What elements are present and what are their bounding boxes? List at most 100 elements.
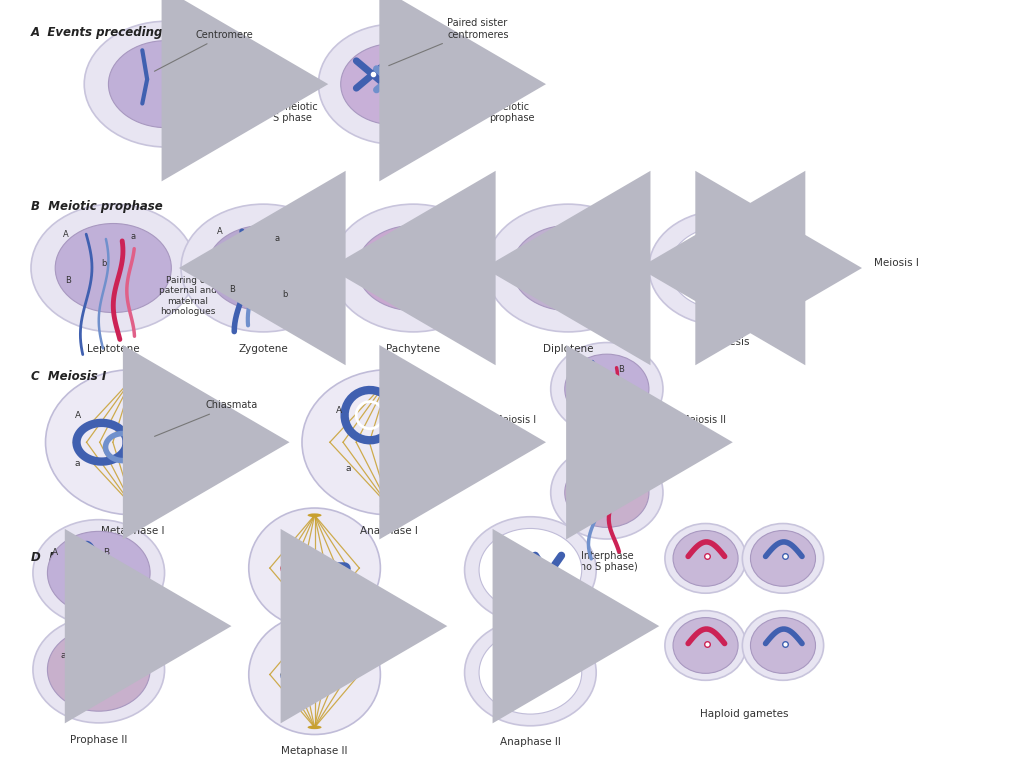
Ellipse shape bbox=[243, 611, 386, 738]
Ellipse shape bbox=[453, 612, 608, 734]
Ellipse shape bbox=[33, 520, 165, 626]
Text: a: a bbox=[345, 464, 351, 473]
Ellipse shape bbox=[659, 520, 752, 597]
Ellipse shape bbox=[291, 362, 487, 522]
Ellipse shape bbox=[459, 615, 602, 730]
Ellipse shape bbox=[319, 196, 507, 340]
Ellipse shape bbox=[123, 376, 142, 381]
Ellipse shape bbox=[539, 438, 675, 547]
Ellipse shape bbox=[341, 43, 447, 125]
Ellipse shape bbox=[45, 370, 220, 515]
Ellipse shape bbox=[733, 518, 833, 599]
Text: Premeiotic
S phase: Premeiotic S phase bbox=[266, 102, 318, 123]
Ellipse shape bbox=[739, 609, 826, 682]
Text: Centromere: Centromere bbox=[155, 30, 253, 71]
Ellipse shape bbox=[545, 339, 669, 440]
Ellipse shape bbox=[55, 224, 171, 312]
Ellipse shape bbox=[175, 200, 351, 336]
Text: Pachytene: Pachytene bbox=[386, 343, 440, 353]
Text: Pairing of
paternal and
maternal
homologues: Pairing of paternal and maternal homolog… bbox=[159, 276, 217, 316]
Ellipse shape bbox=[169, 196, 357, 340]
Ellipse shape bbox=[665, 611, 746, 681]
Ellipse shape bbox=[307, 17, 481, 152]
Ellipse shape bbox=[548, 444, 666, 541]
Text: D  Meiosis II: D Meiosis II bbox=[31, 550, 112, 564]
Ellipse shape bbox=[739, 522, 826, 595]
Ellipse shape bbox=[307, 513, 322, 517]
Text: B: B bbox=[103, 549, 110, 557]
Ellipse shape bbox=[640, 205, 806, 331]
Ellipse shape bbox=[637, 203, 809, 334]
Ellipse shape bbox=[243, 504, 386, 632]
Ellipse shape bbox=[323, 199, 504, 338]
Ellipse shape bbox=[109, 41, 224, 127]
Ellipse shape bbox=[465, 619, 596, 726]
Ellipse shape bbox=[477, 199, 659, 338]
Ellipse shape bbox=[178, 202, 348, 334]
Ellipse shape bbox=[23, 199, 204, 338]
Text: a: a bbox=[274, 234, 280, 243]
Ellipse shape bbox=[172, 199, 354, 338]
Ellipse shape bbox=[30, 518, 168, 628]
Text: A: A bbox=[336, 406, 342, 415]
Text: b: b bbox=[423, 449, 429, 459]
Ellipse shape bbox=[302, 370, 476, 515]
Ellipse shape bbox=[296, 366, 482, 518]
Text: Diakinesis: Diakinesis bbox=[696, 337, 750, 347]
Text: Diplotene: Diplotene bbox=[543, 343, 593, 353]
Ellipse shape bbox=[656, 605, 755, 686]
Ellipse shape bbox=[751, 618, 815, 673]
Text: A: A bbox=[52, 549, 58, 557]
Ellipse shape bbox=[240, 609, 389, 741]
Text: Leptotene: Leptotene bbox=[87, 343, 139, 353]
Ellipse shape bbox=[736, 606, 829, 684]
Text: C  Meiosis I: C Meiosis I bbox=[31, 370, 106, 383]
Text: B: B bbox=[142, 411, 148, 420]
Ellipse shape bbox=[565, 354, 649, 424]
Text: b: b bbox=[106, 653, 113, 662]
Text: Prophase II: Prophase II bbox=[70, 735, 127, 744]
Text: B  Meiotic prophase: B Meiotic prophase bbox=[31, 200, 163, 213]
Text: a: a bbox=[75, 459, 80, 468]
Text: a: a bbox=[60, 651, 66, 660]
Ellipse shape bbox=[47, 531, 151, 615]
Ellipse shape bbox=[27, 612, 170, 727]
Ellipse shape bbox=[26, 200, 202, 336]
Text: Anaphase I: Anaphase I bbox=[360, 526, 418, 537]
Ellipse shape bbox=[512, 225, 625, 311]
Ellipse shape bbox=[307, 620, 322, 624]
Text: a: a bbox=[131, 232, 136, 241]
Ellipse shape bbox=[331, 204, 496, 332]
Text: A: A bbox=[217, 227, 222, 236]
Ellipse shape bbox=[309, 18, 478, 150]
Ellipse shape bbox=[25, 611, 173, 728]
Ellipse shape bbox=[33, 616, 165, 723]
Ellipse shape bbox=[465, 517, 596, 623]
Ellipse shape bbox=[47, 628, 151, 711]
Ellipse shape bbox=[456, 613, 605, 731]
Ellipse shape bbox=[453, 509, 608, 631]
Ellipse shape bbox=[673, 531, 738, 586]
Ellipse shape bbox=[474, 196, 662, 340]
Ellipse shape bbox=[479, 631, 582, 714]
Text: A: A bbox=[570, 361, 575, 370]
Ellipse shape bbox=[40, 366, 225, 518]
Ellipse shape bbox=[380, 376, 398, 381]
Text: b: b bbox=[573, 468, 579, 477]
Ellipse shape bbox=[357, 225, 469, 311]
Ellipse shape bbox=[459, 513, 602, 627]
Ellipse shape bbox=[37, 364, 228, 521]
Ellipse shape bbox=[246, 612, 383, 737]
Ellipse shape bbox=[643, 207, 803, 330]
Ellipse shape bbox=[328, 202, 499, 334]
Ellipse shape bbox=[380, 504, 398, 509]
Ellipse shape bbox=[43, 368, 222, 517]
Ellipse shape bbox=[542, 337, 672, 441]
Ellipse shape bbox=[483, 202, 653, 334]
Text: b: b bbox=[151, 455, 156, 464]
Ellipse shape bbox=[565, 458, 649, 528]
Ellipse shape bbox=[659, 606, 752, 684]
Ellipse shape bbox=[240, 503, 389, 634]
Ellipse shape bbox=[27, 515, 170, 630]
Text: Zygotene: Zygotene bbox=[239, 343, 288, 353]
